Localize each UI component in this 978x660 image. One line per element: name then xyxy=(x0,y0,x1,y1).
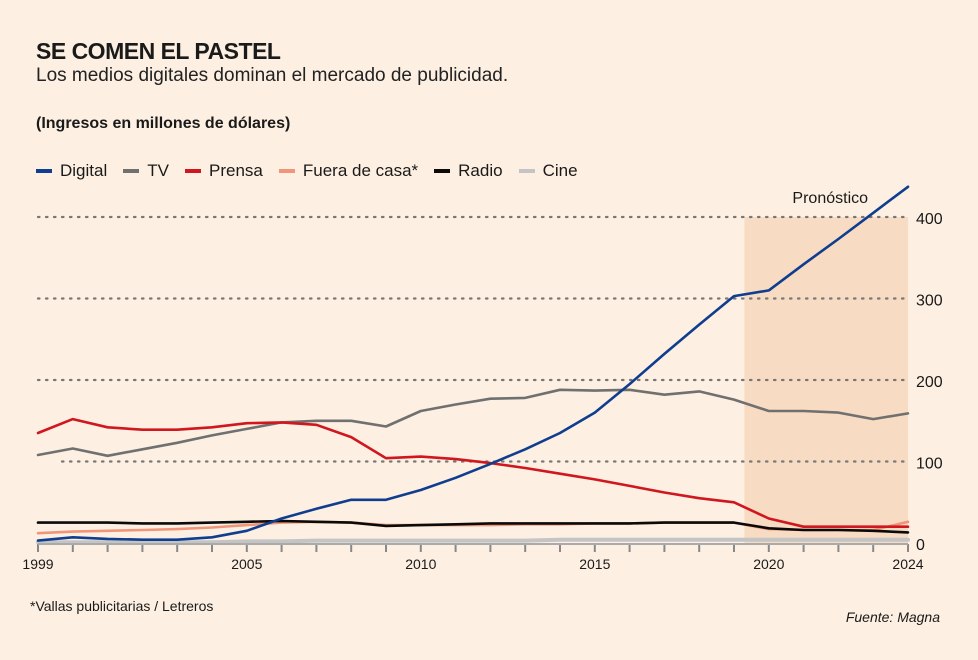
legend-item-cine: Cine xyxy=(518,161,578,181)
series-line-digital xyxy=(36,185,910,542)
x-tick-label: 2010 xyxy=(405,556,436,572)
series-line-radio xyxy=(36,519,910,534)
legend-label: TV xyxy=(147,161,169,180)
legend-swatch xyxy=(278,169,295,173)
unit-label: (Ingresos en millones de dólares) xyxy=(36,115,291,132)
legend-item-prensa: Prensa xyxy=(184,161,263,181)
legend-label: Prensa xyxy=(208,161,263,180)
legend-item-radio: Radio xyxy=(434,161,503,181)
legend-swatch xyxy=(36,169,52,173)
chart-subtitle: Los medios digitales dominan el mercado … xyxy=(36,65,509,86)
legend-swatch xyxy=(518,169,535,173)
legend-swatch xyxy=(434,169,451,173)
legend-item-digital: Digital xyxy=(36,161,107,181)
legend-label: Digital xyxy=(60,161,108,180)
legend-label: Cine xyxy=(542,161,578,180)
y-tick-label: 200 xyxy=(916,374,943,391)
legend-swatch xyxy=(184,169,201,173)
series-line-tv xyxy=(36,388,910,458)
footnote: *Vallas publicitarias / Letreros xyxy=(30,598,214,614)
y-tick-label: 300 xyxy=(916,293,943,310)
x-tick-label: 2020 xyxy=(753,556,784,572)
forecast-label: Pronóstico xyxy=(792,190,868,207)
series-line-cine xyxy=(36,537,910,545)
x-tick-label: 2015 xyxy=(579,556,610,572)
legend-label: Radio xyxy=(458,161,503,180)
legend: Digital TV Prensa Fuera de casa* Radio C… xyxy=(36,161,578,181)
legend-item-fuera-de-casa: Fuera de casa* xyxy=(278,161,419,181)
y-tick-label: 100 xyxy=(916,456,943,473)
y-tick-label: 0 xyxy=(916,537,925,554)
x-tick-label: 2005 xyxy=(231,556,262,572)
chart-title: SE COMEN EL PASTEL xyxy=(36,38,281,64)
forecast-region xyxy=(744,217,908,543)
x-tick-label: 2024 xyxy=(892,556,923,572)
series-line-prensa xyxy=(36,417,910,529)
legend-swatch xyxy=(123,169,140,173)
source-credit: Fuente: Magna xyxy=(845,609,940,625)
legend-label: Fuera de casa* xyxy=(302,161,419,180)
legend-item-tv: TV xyxy=(123,161,169,181)
y-tick-label: 400 xyxy=(916,211,943,228)
x-tick-label: 1999 xyxy=(22,556,53,572)
